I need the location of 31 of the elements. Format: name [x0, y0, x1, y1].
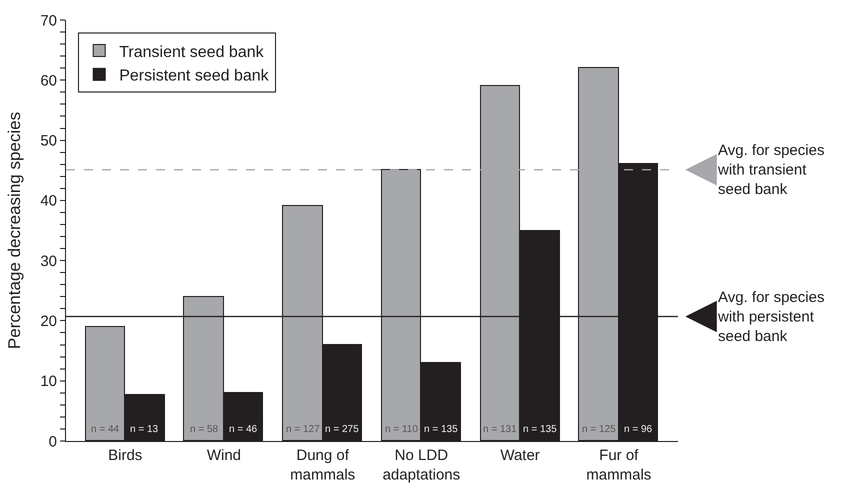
annotation: n = 44	[91, 424, 120, 435]
y-tick-label: 0	[48, 433, 57, 450]
ref-line-label: Avg. for species with persistent seed bank	[717, 289, 824, 345]
x-tick-label: No LDD adaptations	[382, 447, 460, 484]
annotation: n = 58	[190, 424, 219, 435]
y-tick-label: 60	[40, 72, 57, 90]
annotation: n = 46	[229, 424, 258, 435]
x-tick-label: Water	[500, 447, 540, 464]
x-tick-label: Fur of mammals	[586, 447, 652, 484]
y-tick-label: 20	[40, 312, 57, 330]
annotation: n = 96	[624, 424, 653, 435]
x-tick-label: Wind	[206, 447, 242, 464]
annotation: n = 275	[325, 424, 360, 435]
annotation: n = 13	[130, 424, 159, 435]
annotation: n = 135	[424, 424, 458, 435]
ref-line-label: Avg. for species with transient seed bank	[717, 142, 824, 198]
y-tick-label: 30	[40, 252, 57, 270]
x-tick-label: Birds	[108, 447, 142, 464]
y-tick-label: 50	[40, 132, 57, 150]
legend-label: Persistent seed bank	[119, 68, 270, 85]
y-axis-title: Percentage decreasing species	[4, 112, 24, 350]
annotation: n = 135	[523, 424, 558, 435]
annotation: n = 131	[483, 424, 518, 435]
y-tick-label: 10	[40, 373, 57, 390]
y-tick-label: 40	[40, 192, 57, 210]
x-tick-label: Dung of mammals	[290, 447, 356, 484]
annotation: n = 125	[582, 424, 616, 435]
annotation: n = 127	[286, 424, 320, 435]
annotation: n = 110	[385, 424, 418, 435]
y-tick-label: 70	[40, 12, 57, 30]
legend-label: Transient seed bank	[119, 44, 265, 61]
